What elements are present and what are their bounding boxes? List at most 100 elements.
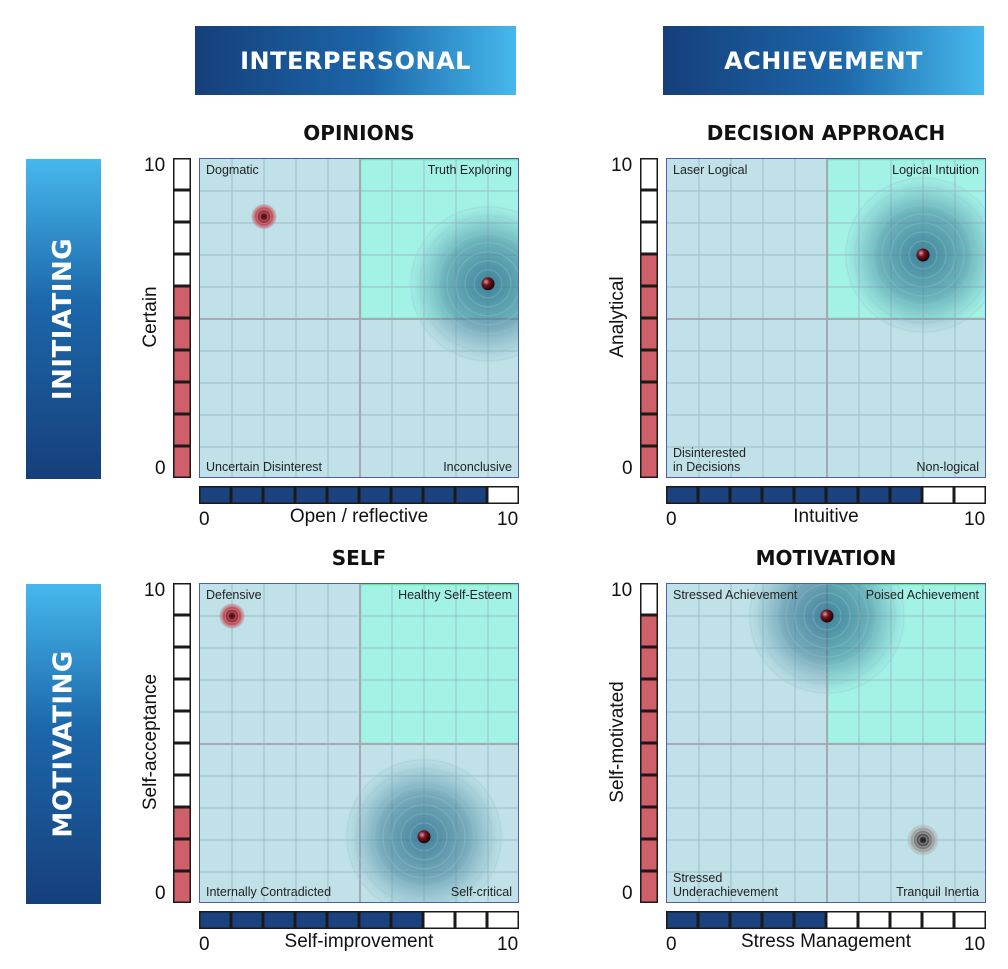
motivation-x-bar-segment bbox=[730, 911, 762, 929]
self-quadrant-label-bottom-left: Internally Contradicted bbox=[206, 885, 332, 899]
opinions-x-bar-segment bbox=[487, 486, 519, 504]
motivation-point-halo bbox=[747, 584, 907, 696]
decision-approach-x-bar-segment bbox=[730, 486, 762, 504]
column-header-interpersonal: INTERPERSONAL bbox=[195, 26, 516, 95]
opinions-y-bar-segment bbox=[173, 254, 191, 286]
self-highlight-quadrant bbox=[360, 584, 518, 744]
decision-approach-x-bar-segment bbox=[922, 486, 954, 504]
opinions-y-tick-max: 10 bbox=[144, 155, 166, 176]
opinions-y-bar-segment bbox=[173, 190, 191, 222]
decision-approach-x-bar-segment bbox=[826, 486, 858, 504]
opinions-x-tick-max: 10 bbox=[497, 509, 519, 530]
decision-approach-plot-svg bbox=[667, 159, 985, 477]
self-point-past bbox=[219, 603, 245, 629]
motivation-y-bar-segment bbox=[640, 775, 658, 807]
self-y-bar-segment bbox=[173, 583, 191, 615]
decision-approach-x-bar-segment bbox=[858, 486, 890, 504]
opinions-point-halo bbox=[408, 203, 518, 364]
opinions-y-bar-segment bbox=[173, 382, 191, 414]
self-y-tick-min: 0 bbox=[155, 883, 166, 904]
row-header-initiating: INITIATING bbox=[26, 159, 101, 479]
opinions-x-bar-segment bbox=[263, 486, 295, 504]
opinions-x-bar-segment bbox=[199, 486, 231, 504]
column-header-interpersonal-label: INTERPERSONAL bbox=[240, 46, 471, 75]
self-x-bar-segment bbox=[231, 911, 263, 929]
opinions-plot-area: Dogmatic Truth Exploring Uncertain Disinte… bbox=[199, 158, 519, 478]
opinions-quadrant-label-top-right: Truth Exploring bbox=[427, 163, 512, 177]
decision-approach-x-bar-segment bbox=[890, 486, 922, 504]
opinions-quadrant-label-top-left: Dogmatic bbox=[206, 163, 259, 177]
motivation-quadrant-label-top-right: Poised Achievement bbox=[865, 588, 979, 602]
opinions-x-bar-segment bbox=[295, 486, 327, 504]
motivation-x-bar-segment bbox=[762, 911, 794, 929]
opinions-x-bar-segment bbox=[359, 486, 391, 504]
self-x-bar-segment bbox=[423, 911, 455, 929]
decision-approach-quadrant-label-bottom-left: Disinterested in Decisions bbox=[673, 446, 746, 474]
opinions-point-past bbox=[251, 203, 277, 230]
motivation-y-bar-segment bbox=[640, 679, 658, 711]
decision-approach-plot-area: Laser Logical Logical Intuition Disinteres… bbox=[666, 158, 986, 478]
decision-approach-point-halo bbox=[843, 175, 985, 335]
decision-approach-x-bar-segment bbox=[794, 486, 826, 504]
self-x-tick-max: 10 bbox=[497, 934, 519, 955]
motivation-x-bar-segment bbox=[890, 911, 922, 929]
self-plot-svg bbox=[200, 584, 518, 902]
decision-approach-y-tick-min: 0 bbox=[622, 458, 633, 479]
decision-approach-x-bar-segment bbox=[954, 486, 986, 504]
motivation-quadrant-label-bottom-right: Tranquil Inertia bbox=[896, 885, 979, 899]
decision-approach-x-bar-segment bbox=[666, 486, 698, 504]
decision-approach-y-tick-max: 10 bbox=[611, 155, 633, 176]
opinions-y-axis-label: Certain bbox=[140, 286, 161, 348]
decision-approach-quadrant-label-top-right: Logical Intuition bbox=[892, 163, 979, 177]
decision-approach-y-bar-segment bbox=[640, 190, 658, 222]
self-quadrant-label-bottom-right: Self-critical bbox=[450, 885, 512, 899]
self-y-bar-segment bbox=[173, 679, 191, 711]
opinions-x-bar-segment bbox=[327, 486, 359, 504]
decision-approach-x-axis-label: Intuitive bbox=[793, 506, 859, 527]
motivation-point-grey bbox=[907, 824, 939, 856]
decision-approach-y-bar-segment bbox=[640, 350, 658, 382]
decision-approach-y-bar-segment bbox=[640, 414, 658, 446]
motivation-plot-svg bbox=[667, 584, 985, 902]
opinions-y-bar-segment bbox=[173, 318, 191, 350]
decision-approach-quadrant-label-top-left: Laser Logical bbox=[673, 163, 748, 177]
opinions-y-bar-segment bbox=[173, 286, 191, 318]
motivation-y-bar-segment bbox=[640, 807, 658, 839]
motivation-x-tick-max: 10 bbox=[964, 934, 986, 955]
opinions-y-bar-segment bbox=[173, 414, 191, 446]
motivation-x-tick-min: 0 bbox=[666, 934, 677, 955]
motivation-y-bar-segment bbox=[640, 647, 658, 679]
decision-approach-x-bar-segment bbox=[698, 486, 730, 504]
motivation-y-tick-max: 10 bbox=[611, 580, 633, 601]
decision-approach-y-bar-segment bbox=[640, 254, 658, 286]
opinions-x-bar bbox=[199, 486, 519, 504]
self-x-bar-segment bbox=[263, 911, 295, 929]
row-header-initiating-label: INITIATING bbox=[48, 237, 79, 401]
self-plot-area: Defensive Healthy Self-Esteem Internally C… bbox=[199, 583, 519, 903]
self-y-bar-segment bbox=[173, 615, 191, 647]
opinions-y-bar bbox=[173, 158, 191, 478]
opinions-y-tick-min: 0 bbox=[155, 458, 166, 479]
opinions-x-tick-min: 0 bbox=[199, 509, 210, 530]
self-x-bar-segment bbox=[487, 911, 519, 929]
motivation-y-axis-label: Self-motivated bbox=[607, 681, 628, 803]
motivation-y-bar-segment bbox=[640, 615, 658, 647]
decision-approach-y-bar-segment bbox=[640, 382, 658, 414]
row-header-motivating: MOTIVATING bbox=[26, 584, 101, 904]
opinions-y-bar-segment bbox=[173, 446, 191, 478]
opinions-x-bar-segment bbox=[455, 486, 487, 504]
opinions-quadrant-label-bottom-right: Inconclusive bbox=[443, 460, 512, 474]
decision-approach-x-tick-min: 0 bbox=[666, 509, 677, 530]
self-x-bar-segment bbox=[359, 911, 391, 929]
self-x-tick-min: 0 bbox=[199, 934, 210, 955]
self-y-bar bbox=[173, 583, 191, 903]
motivation-x-bar-segment bbox=[826, 911, 858, 929]
opinions-x-bar-segment bbox=[423, 486, 455, 504]
opinions-y-bar-segment bbox=[173, 222, 191, 254]
self-y-bar-segment bbox=[173, 775, 191, 807]
motivation-x-bar-segment bbox=[954, 911, 986, 929]
decision-approach-point-current bbox=[843, 175, 985, 335]
decision-approach-x-bar bbox=[666, 486, 986, 504]
decision-approach-y-axis-label: Analytical bbox=[607, 276, 628, 358]
column-header-achievement-label: ACHIEVEMENT bbox=[724, 46, 923, 75]
